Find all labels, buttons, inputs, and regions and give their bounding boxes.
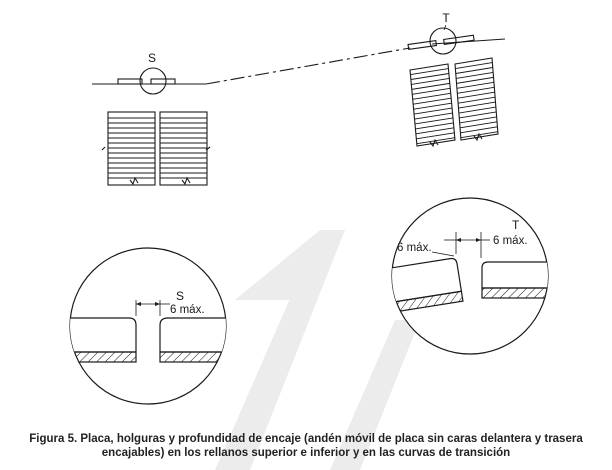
pallet-step-line bbox=[413, 97, 452, 105]
upper-pallet-left bbox=[409, 63, 456, 147]
detail-circle-t bbox=[429, 27, 457, 55]
detail-view-t bbox=[391, 197, 549, 355]
pallet-step-line bbox=[410, 68, 449, 76]
plate-s-right bbox=[150, 78, 176, 85]
lower-pallet-left bbox=[107, 111, 156, 186]
pallet-step-line bbox=[410, 73, 449, 80]
pallet-step-line bbox=[457, 91, 495, 99]
label-t-top: T bbox=[442, 11, 450, 25]
pallet-step-line bbox=[414, 117, 454, 125]
stair-elevation bbox=[92, 27, 506, 186]
detail-s-dimension: 6 máx. bbox=[170, 304, 205, 316]
pallet-step-line bbox=[412, 92, 451, 100]
figure-caption: Figura 5. Placa, holguras y profundidad … bbox=[0, 432, 612, 460]
pallet-step-line bbox=[415, 127, 454, 135]
hatched-base-right-flat bbox=[481, 287, 548, 299]
pallet-step-line bbox=[411, 82, 450, 90]
lower-pallet-right bbox=[159, 111, 208, 186]
detail-t-dimension-left: 6 máx. bbox=[397, 242, 432, 254]
break-mark bbox=[129, 176, 139, 186]
hatched-base-left bbox=[70, 351, 137, 363]
pallet-step-line bbox=[416, 132, 455, 140]
plate-left-tilted bbox=[392, 257, 463, 305]
watermark-logo bbox=[215, 230, 420, 470]
pallet-step-line bbox=[413, 102, 452, 110]
label-s-top: S bbox=[148, 51, 156, 65]
pallet-step-line bbox=[456, 81, 494, 89]
caption-line-2: encajables) en los rellanos superior e i… bbox=[101, 447, 511, 459]
plate-s-left bbox=[117, 78, 143, 85]
hatched-base-left-tilted bbox=[392, 290, 464, 315]
pallet-step-line bbox=[459, 121, 498, 129]
pallet-step-line bbox=[456, 76, 494, 84]
pallet-step-line bbox=[415, 122, 454, 130]
caption-line-1: Figura 5. Placa, holguras y profundidad … bbox=[29, 433, 583, 445]
hatched-base-right bbox=[159, 351, 226, 363]
pallet-step-line bbox=[416, 137, 455, 145]
pallet-step-line bbox=[455, 62, 493, 70]
detail-s-letter: S bbox=[176, 289, 184, 303]
pallet-step-line bbox=[414, 112, 453, 120]
pallet-step-line bbox=[458, 101, 496, 109]
plate-right-flat bbox=[481, 261, 548, 289]
detail-t-letter: T bbox=[512, 218, 520, 232]
detail-t-dimension-right: 6 máx. bbox=[493, 235, 528, 247]
detail-view-s bbox=[69, 247, 227, 405]
pallet-step-line bbox=[460, 131, 498, 139]
pallet-step-line bbox=[456, 71, 494, 79]
plates-t bbox=[407, 34, 475, 51]
pallet-step-line bbox=[412, 87, 451, 95]
transition-curve-line bbox=[205, 47, 411, 85]
pallet-step-line bbox=[455, 67, 493, 74]
pallet-step-line bbox=[459, 116, 497, 124]
pallet-step-line bbox=[458, 106, 496, 114]
pallet-step-line bbox=[411, 77, 450, 85]
plate-left bbox=[70, 317, 137, 353]
pallet-step-line bbox=[458, 96, 496, 104]
plate-right bbox=[159, 317, 226, 353]
pallet-step-line bbox=[460, 126, 498, 134]
pallet-step-line bbox=[413, 107, 453, 115]
pallet-step-line bbox=[457, 86, 495, 94]
detail-circle-s bbox=[139, 67, 167, 95]
pallet-step-line bbox=[459, 111, 497, 119]
upper-pallet-right bbox=[454, 57, 499, 141]
break-mark bbox=[181, 176, 191, 186]
